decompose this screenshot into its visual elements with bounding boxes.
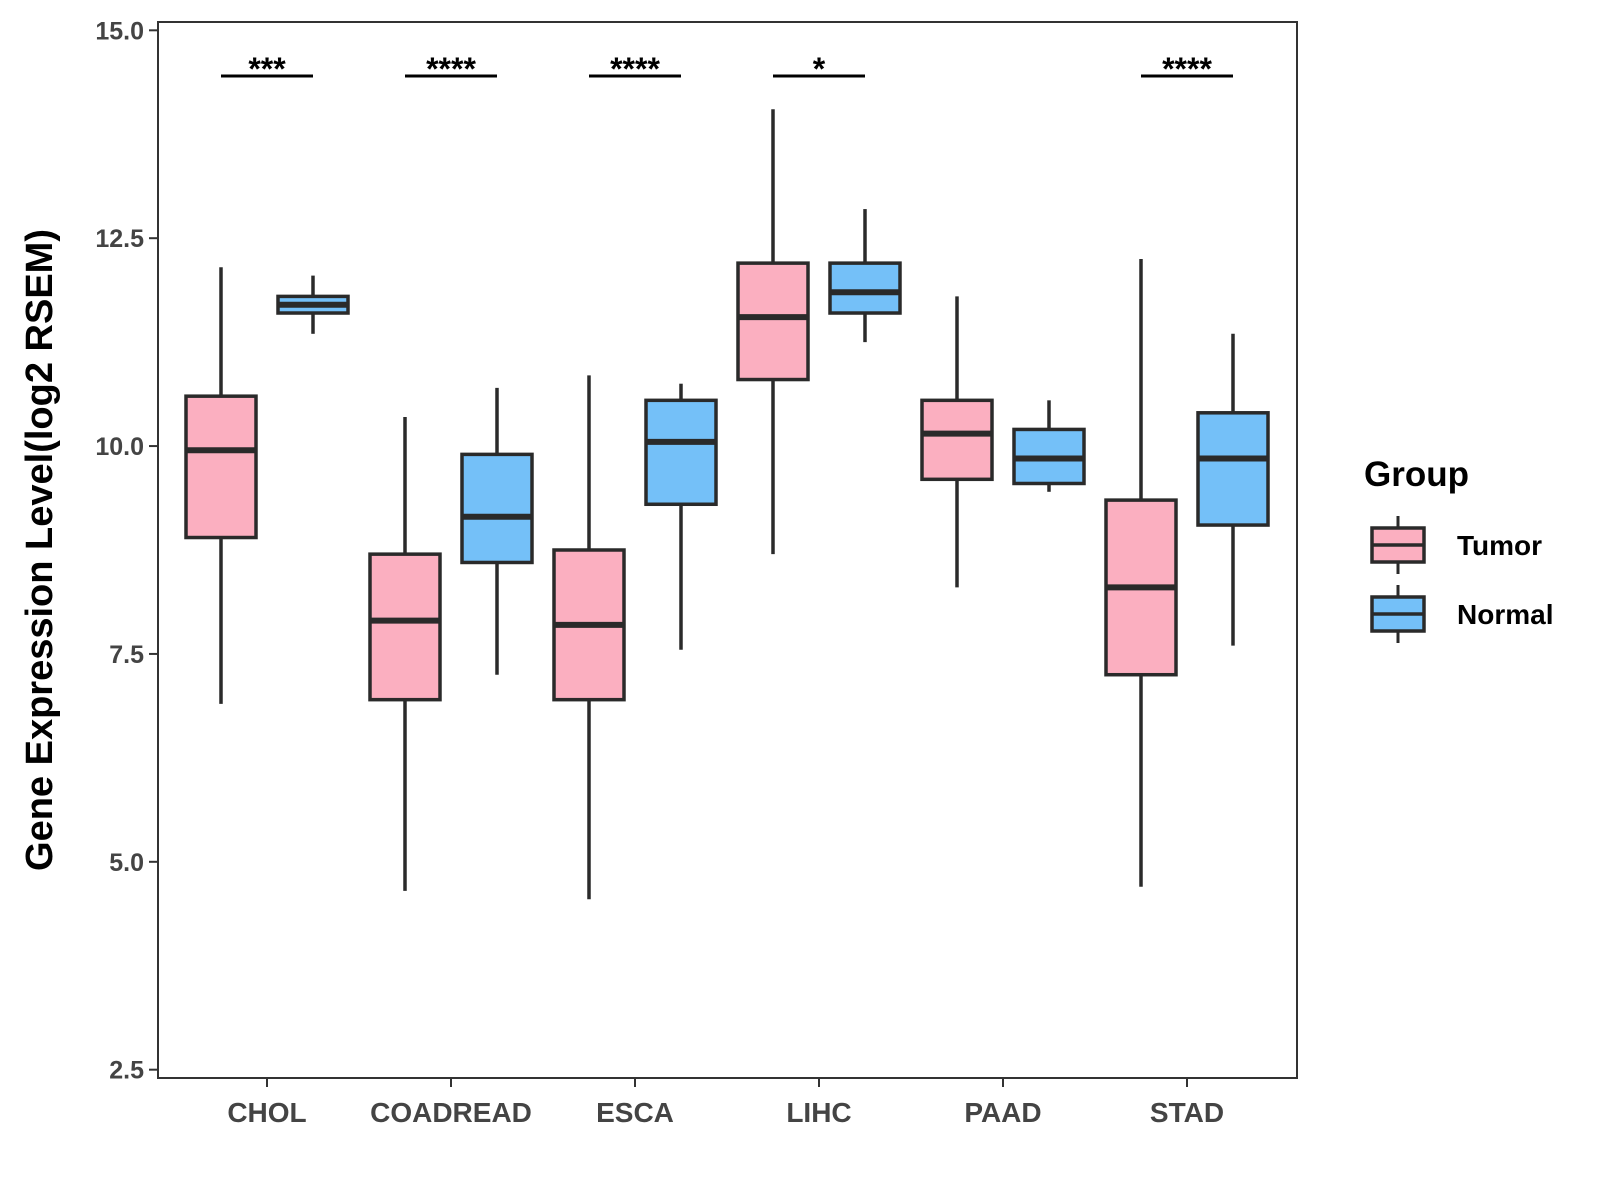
box-normal-coadread: [460, 387, 534, 675]
box-body: [460, 452, 534, 565]
box-body: [184, 394, 258, 540]
box-tumor-esca: [552, 375, 626, 900]
significance-label: ****: [610, 51, 660, 87]
significance-label: ****: [1162, 51, 1212, 87]
x-tick-label: ESCA: [596, 1097, 674, 1128]
significance-label: ***: [248, 51, 286, 87]
box-normal-esca: [644, 383, 718, 650]
legend-entry-tumor: Tumor: [1370, 516, 1542, 574]
y-tick-label: 15.0: [95, 17, 144, 45]
box-tumor-paad: [920, 296, 994, 588]
box-tumor-coadread: [368, 416, 442, 891]
x-tick-label: STAD: [1150, 1097, 1224, 1128]
x-tick-label: COADREAD: [370, 1097, 532, 1128]
y-tick-label: 10.0: [95, 433, 144, 461]
box-tumor-stad: [1104, 258, 1178, 887]
y-axis-title: Gene Expression Level(log2 RSEM): [19, 229, 61, 871]
legend-label: Normal: [1457, 599, 1553, 630]
x-axis: CHOL COADREAD ESCA LIHC PAAD STAD: [227, 1078, 1224, 1128]
box-body: [644, 398, 718, 507]
box-groups: [184, 109, 1270, 900]
box-normal-chol: [276, 275, 350, 334]
significance-label: *: [813, 51, 826, 87]
x-tick-label: PAAD: [964, 1097, 1041, 1128]
legend-title: Group: [1364, 455, 1469, 494]
box-normal-lihc: [828, 209, 902, 343]
legend: Group Tumor Normal: [1364, 455, 1553, 643]
y-tick-label: 7.5: [109, 641, 144, 669]
y-tick-label: 2.5: [109, 1057, 144, 1085]
significance-annotations: *** **** **** * ****: [221, 51, 1233, 87]
box-tumor-lihc: [736, 109, 810, 555]
box-body: [828, 261, 902, 315]
box-body: [1196, 411, 1270, 527]
y-axis: 2.5 5.0 7.5 10.0 12.5 15.0: [95, 17, 158, 1085]
x-tick-label: CHOL: [227, 1097, 306, 1128]
box-body: [920, 398, 994, 482]
box-body: [368, 552, 442, 702]
box-tumor-chol: [184, 267, 258, 704]
box-body: [736, 261, 810, 382]
legend-entry-normal: Normal: [1370, 585, 1553, 643]
box-normal-paad: [1012, 400, 1086, 492]
y-tick-label: 5.0: [109, 849, 144, 877]
y-tick-label: 12.5: [95, 225, 144, 253]
significance-label: ****: [426, 51, 476, 87]
legend-label: Tumor: [1457, 530, 1542, 561]
box-normal-stad: [1196, 333, 1270, 646]
x-tick-label: LIHC: [786, 1097, 851, 1128]
